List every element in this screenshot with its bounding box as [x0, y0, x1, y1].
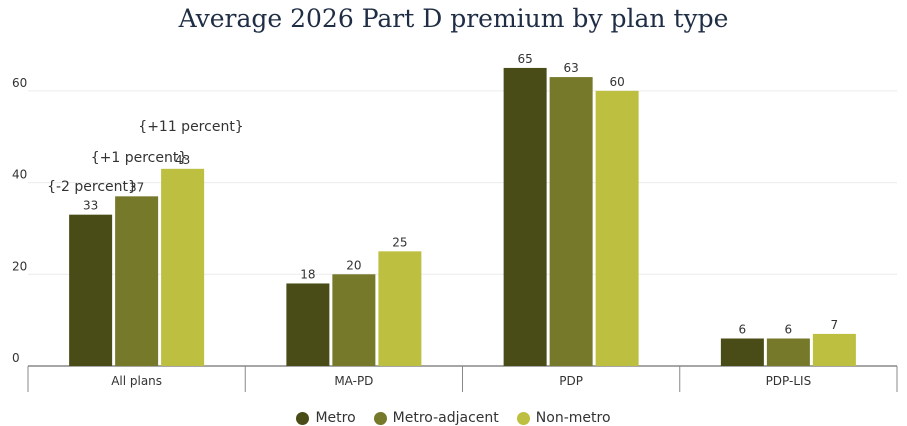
- bar: [549, 77, 593, 366]
- data-label: 6: [739, 322, 747, 336]
- chart-title: Average 2026 Part D premium by plan type: [178, 4, 729, 33]
- data-label: 7: [831, 318, 839, 332]
- data-label: 60: [609, 75, 624, 89]
- data-label: 33: [83, 199, 98, 213]
- data-label: 43: [175, 153, 190, 167]
- data-label: 37: [129, 180, 144, 194]
- legend-label: Metro: [315, 410, 356, 426]
- bar: [595, 90, 639, 366]
- bar: [115, 196, 159, 366]
- data-label: 6: [785, 322, 793, 336]
- legend-swatch: [516, 411, 530, 425]
- bar: [161, 168, 205, 366]
- bar: [720, 338, 764, 366]
- x-tick-label: MA-PD: [334, 374, 373, 388]
- legend-item[interactable]: Non-metro: [516, 410, 611, 426]
- legend: Metro Metro-adjacent Non-metro: [0, 410, 907, 426]
- data-label: 65: [517, 52, 532, 66]
- y-tick-label: 60: [12, 76, 27, 90]
- data-label: 25: [392, 235, 407, 249]
- annotation: {-2 percent}: [47, 179, 137, 195]
- x-tick-label: All plans: [111, 374, 162, 388]
- y-tick-label: 20: [12, 259, 27, 273]
- bar: [332, 274, 376, 366]
- bar: [503, 67, 547, 366]
- chart-plot: 0 20 40 60 33 37 43 All plans 18 20 25 MA-PD 65 63 60 P…: [12, 52, 898, 392]
- legend-swatch: [296, 411, 310, 425]
- x-tick-label: PDP-LIS: [766, 374, 812, 388]
- legend-item[interactable]: Metro: [296, 410, 356, 426]
- legend-item[interactable]: Metro-adjacent: [373, 410, 499, 426]
- y-tick-label: 0: [12, 351, 20, 365]
- data-label: 20: [346, 258, 361, 272]
- annotation: {+11 percent}: [138, 119, 243, 135]
- bar: [69, 214, 113, 366]
- legend-label: Metro-adjacent: [392, 410, 499, 426]
- y-tick-label: 40: [12, 168, 27, 182]
- x-tick-label: PDP: [559, 374, 583, 388]
- bar: [766, 338, 810, 366]
- bar: [286, 283, 330, 366]
- bar: [812, 333, 856, 366]
- legend-swatch: [373, 411, 387, 425]
- bar: [378, 251, 422, 366]
- legend-label: Non-metro: [535, 410, 611, 426]
- data-label: 63: [563, 61, 578, 75]
- annotation: {+1 percent}: [91, 150, 188, 166]
- data-label: 18: [300, 267, 315, 281]
